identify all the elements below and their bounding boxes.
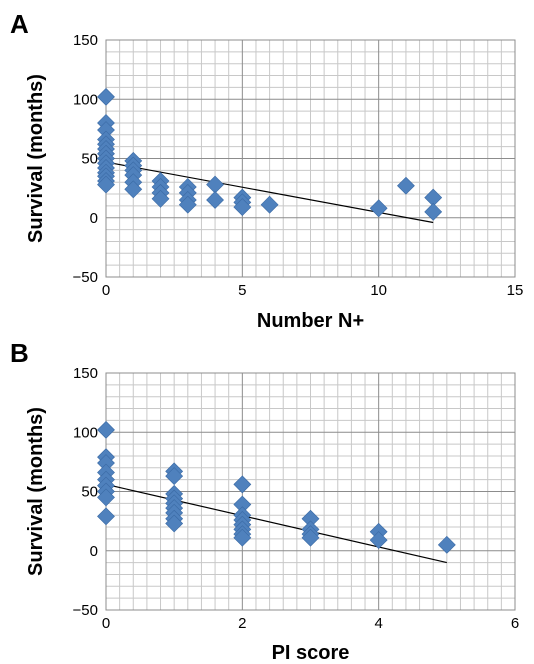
data-point — [233, 198, 252, 217]
data-point — [233, 528, 252, 547]
data-point — [369, 531, 388, 550]
x-tick-label: 6 — [511, 615, 519, 632]
data-points — [97, 87, 443, 221]
y-tick-label: 0 — [90, 543, 98, 560]
data-point — [260, 195, 279, 214]
x-tick-label: 2 — [238, 615, 246, 632]
panel-letter: B — [10, 338, 29, 368]
y-tick-label: 50 — [81, 484, 98, 501]
data-point — [165, 467, 184, 486]
y-axis-label: Survival (months) — [25, 74, 47, 243]
data-point — [97, 507, 115, 526]
data-point — [233, 475, 252, 494]
x-tick-label: 0 — [102, 615, 110, 632]
y-tick-label: 100 — [73, 424, 98, 441]
trendline — [105, 483, 447, 564]
data-point — [206, 191, 224, 209]
y-tick-label: 100 — [73, 91, 98, 108]
data-point — [124, 180, 143, 199]
x-tick-label: 4 — [374, 615, 382, 632]
y-tick-label: 50 — [81, 151, 98, 168]
data-point — [97, 87, 115, 106]
data-point — [301, 528, 320, 547]
data-point — [97, 488, 115, 507]
y-tick-label: 150 — [73, 32, 98, 49]
x-tick-label: 10 — [370, 282, 387, 299]
x-tick-label: 15 — [507, 282, 524, 299]
x-tick-label: 0 — [102, 282, 110, 299]
data-point — [97, 175, 115, 194]
data-point — [97, 420, 115, 439]
y-tick-label: −50 — [73, 602, 98, 619]
y-tick-label: 150 — [73, 365, 98, 382]
y-axis-label: Survival (months) — [25, 407, 47, 576]
data-point — [165, 514, 184, 533]
data-point — [424, 202, 443, 221]
data-point — [178, 195, 197, 214]
x-tick-label: 5 — [238, 282, 246, 299]
data-point — [437, 535, 456, 554]
data-point — [369, 199, 388, 218]
y-tick-label: 0 — [90, 210, 98, 227]
y-tick-label: −50 — [73, 269, 98, 286]
data-point — [151, 189, 170, 208]
panel-letter: A — [10, 9, 29, 39]
x-axis-label: Number N+ — [257, 310, 364, 332]
data-points — [97, 420, 456, 554]
data-point — [397, 176, 415, 195]
x-axis-label: PI score — [272, 642, 350, 664]
gridlines — [105, 372, 516, 611]
gridlines — [105, 39, 516, 278]
